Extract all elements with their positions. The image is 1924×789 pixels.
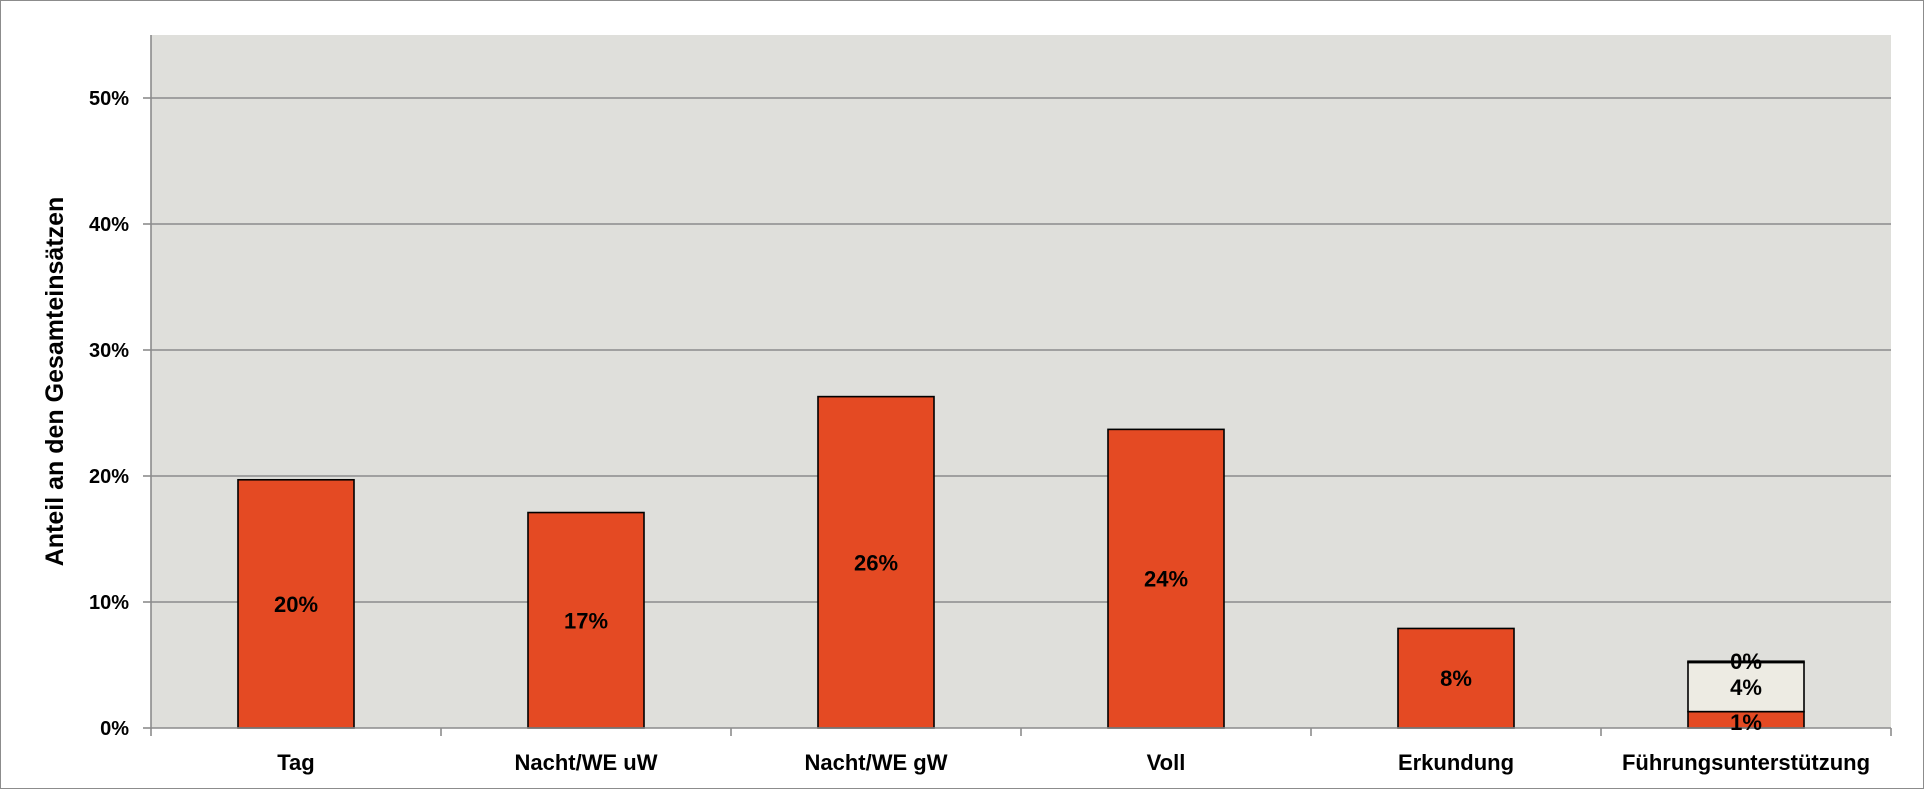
axes — [143, 35, 1892, 736]
y-tick-label: 40% — [89, 214, 129, 236]
bar — [237, 478, 355, 729]
data-label: 26% — [854, 550, 898, 575]
bar — [1107, 428, 1225, 729]
y-tick-label: 30% — [89, 340, 129, 362]
x-tick-label: Nacht/WE uW — [515, 750, 658, 775]
y-axis-title: Anteil an den Gesamteinsätzen — [41, 197, 69, 567]
bar — [1397, 627, 1515, 729]
data-label: 4% — [1730, 675, 1762, 700]
data-label: 1% — [1730, 710, 1762, 735]
data-label: 0% — [1730, 649, 1762, 674]
gridlines — [151, 97, 1891, 603]
y-tick-label: 10% — [89, 592, 129, 614]
y-tick-labels: 0% 10% 20% 30% 40% 50% — [89, 88, 129, 740]
x-tick-label: Nacht/WE gW — [805, 750, 948, 775]
y-tick-label: 0% — [100, 718, 129, 740]
x-tick-label: Erkundung — [1398, 750, 1514, 775]
data-label: 17% — [564, 608, 608, 633]
bar — [1687, 660, 1805, 664]
x-tick-label: Führungsunterstützung — [1622, 750, 1870, 775]
x-tick-labels: Tag Nacht/WE uW Nacht/WE gW Voll Erkundung Fü… — [277, 750, 1870, 775]
bar — [817, 395, 935, 729]
x-tick-label: Tag — [277, 750, 314, 775]
data-label: 8% — [1440, 666, 1472, 691]
bars — [237, 395, 1805, 729]
y-tick-label: 20% — [89, 466, 129, 488]
y-tick-label: 50% — [89, 88, 129, 110]
x-tick-label: Voll — [1147, 750, 1186, 775]
data-labels: 20% 17% 26% 24% 8% 1% 4%0% — [274, 550, 1762, 735]
data-label: 20% — [274, 592, 318, 617]
plot-area — [151, 35, 1891, 728]
data-label: 24% — [1144, 567, 1188, 592]
